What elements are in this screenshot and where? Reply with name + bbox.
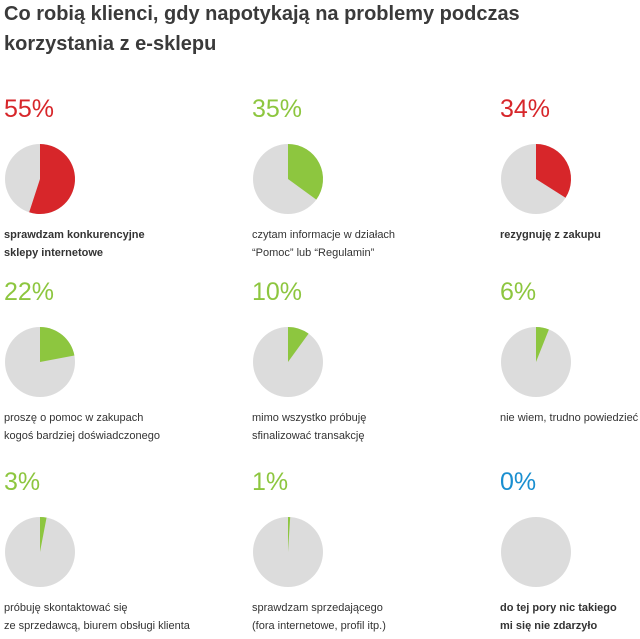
caption: (fora internetowe, profil itp.) — [252, 620, 386, 632]
pie-slice — [40, 327, 75, 362]
pie-slice — [29, 144, 76, 215]
pie-slice — [536, 144, 571, 198]
pie-background — [501, 517, 571, 587]
pie-slice — [40, 517, 47, 552]
value-label: 22% — [4, 278, 54, 306]
caption: mimo wszystko próbuję — [252, 412, 366, 424]
value-label: 3% — [4, 468, 40, 496]
caption: kogoś bardziej doświadczonego — [4, 430, 160, 442]
value-label: 6% — [500, 278, 536, 306]
caption: nie wiem, trudno powiedzieć — [500, 412, 639, 424]
caption: ze sprzedawcą, biurem obsługi klienta — [4, 620, 191, 632]
caption: sklepy internetowe — [4, 247, 103, 259]
caption: do tej pory nic takiego — [500, 602, 617, 614]
caption: mi się nie zdarzyło — [500, 620, 597, 632]
value-label: 35% — [252, 95, 302, 123]
caption: “Pomoc” lub “Regulamin” — [252, 247, 375, 259]
pie-slice — [288, 517, 291, 552]
value-label: 10% — [252, 278, 302, 306]
title-line: korzystania z e-sklepu — [4, 33, 216, 55]
caption: próbuję skontaktować się — [4, 602, 128, 614]
title-line: Co robią klienci, gdy napotykają na prob… — [4, 3, 520, 25]
pie-slice — [536, 327, 549, 362]
caption: sprawdzam sprzedającego — [252, 602, 383, 614]
caption: sfinalizować transakcję — [252, 430, 365, 442]
caption: proszę o pomoc w zakupach — [4, 412, 143, 424]
value-label: 34% — [500, 95, 550, 123]
caption: sprawdzam konkurencyjne — [4, 229, 145, 241]
value-label: 55% — [4, 95, 54, 123]
caption: czytam informacje w działach — [252, 229, 395, 241]
caption: rezygnuję z zakupu — [500, 229, 601, 241]
pie-slice — [288, 327, 309, 362]
value-label: 0% — [500, 468, 536, 496]
value-label: 1% — [252, 468, 288, 496]
pie-slice — [288, 144, 323, 200]
